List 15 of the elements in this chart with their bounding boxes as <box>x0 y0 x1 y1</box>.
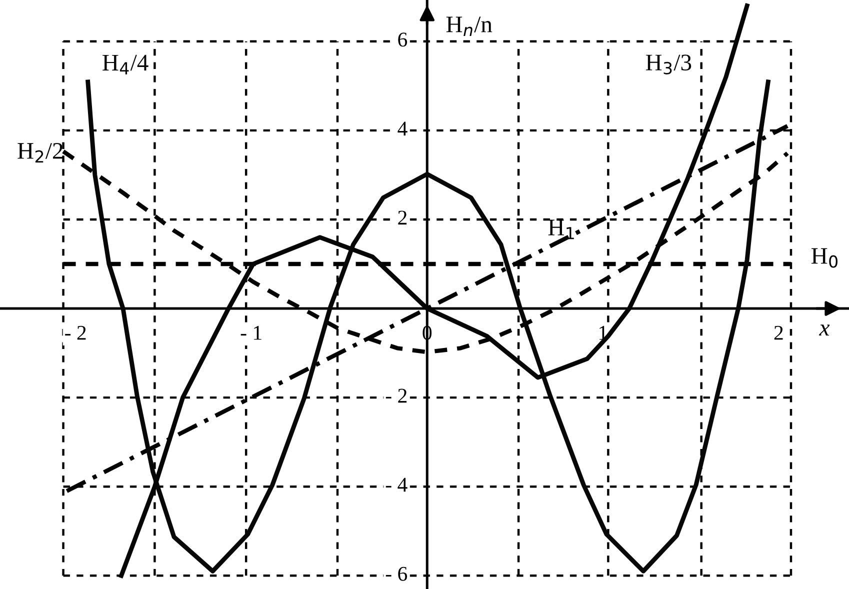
series-label: H$_{3}$/3 <box>646 54 692 74</box>
y-tick-label: - 4 <box>386 478 408 492</box>
x-tick-label: - 2 <box>65 326 86 340</box>
y-tick-label: 4 <box>398 122 408 136</box>
series-label: H$_{2}$/2 <box>18 143 62 163</box>
series-label: H$_{4}$/4 <box>102 54 148 74</box>
y-axis-title: H$_{n}$/n <box>446 16 492 36</box>
y-tick-label: - 6 <box>386 566 408 581</box>
x-tick-label: - 1 <box>240 326 262 340</box>
y-tick-label: 2 <box>398 210 407 224</box>
x-tick-label: 2 <box>774 326 783 340</box>
x-axis-title: x <box>818 324 830 336</box>
y-tick-label: - 2 <box>386 388 407 403</box>
y-tick-label: 6 <box>398 32 408 47</box>
series-label: H$_{0}$ <box>811 248 838 268</box>
